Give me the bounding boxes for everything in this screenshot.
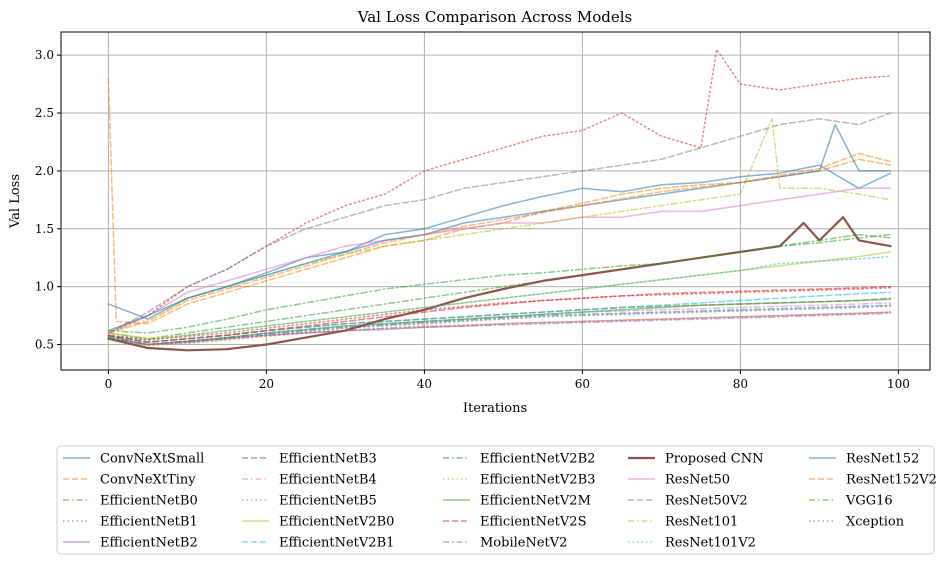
legend-items: ConvNeXtSmall ConvNeXtTiny EfficientNetB0 E… bbox=[63, 452, 937, 551]
legend-label-efficientnetv2b3: EfficientNetV2B3 bbox=[480, 473, 595, 488]
series-line-resnet50 bbox=[107, 187, 892, 334]
axis-ticks: 0 20 40 60 80 100 0.5 1.0 1.5 2.0 2.5 3.0 bbox=[35, 48, 910, 391]
series-line-efficientnetv2m bbox=[107, 298, 892, 346]
legend-label-efficientnetv2s: EfficientNetV2S bbox=[480, 515, 586, 530]
series-line-resnet152 bbox=[107, 123, 892, 332]
legend-label-proposed-cnn: Proposed CNN bbox=[665, 452, 763, 467]
y-tick-label: 1.0 bbox=[35, 280, 54, 294]
legend-label-resnet50: ResNet50 bbox=[665, 473, 730, 488]
series-line-resnet50v2 bbox=[107, 112, 892, 334]
legend-label-efficientnetv2b0: EfficientNetV2B0 bbox=[279, 515, 394, 530]
series-line-resnet152v2 bbox=[107, 152, 892, 334]
legend-label-efficientnetb4: EfficientNetB4 bbox=[279, 473, 377, 488]
series-line-efficientnetv2b3 bbox=[107, 311, 892, 347]
x-tick-label: 0 bbox=[105, 377, 113, 391]
y-axis-label: Val Loss bbox=[8, 174, 23, 229]
y-tick-label: 2.0 bbox=[35, 164, 54, 178]
y-tick-label: 3.0 bbox=[35, 48, 54, 62]
legend-label-efficientnetv2b2: EfficientNetV2B2 bbox=[480, 452, 595, 467]
legend-frame bbox=[56, 445, 935, 555]
y-tick-label: 2.5 bbox=[35, 106, 54, 120]
series-line-mobilenetv2 bbox=[107, 312, 892, 346]
y-tick-label: 1.5 bbox=[35, 222, 54, 236]
legend-label-efficientnetb0: EfficientNetB0 bbox=[100, 494, 198, 509]
plot-frame bbox=[60, 31, 931, 371]
legend-label-efficientnetb5: EfficientNetB5 bbox=[279, 494, 377, 509]
legend-label-efficientnetb3: EfficientNetB3 bbox=[279, 452, 377, 467]
series-line-vgg16 bbox=[107, 233, 892, 334]
legend-label-resnet101: ResNet101 bbox=[665, 515, 738, 530]
legend-label-efficientnetv2b1: EfficientNetV2B1 bbox=[279, 536, 394, 551]
x-tick-label: 100 bbox=[887, 377, 910, 391]
legend-label-efficientnetb1: EfficientNetB1 bbox=[100, 515, 198, 530]
legend: ConvNeXtSmall ConvNeXtTiny EfficientNetB0 E… bbox=[56, 445, 937, 555]
series-line-proposed-cnn bbox=[107, 216, 892, 352]
series-lines bbox=[107, 48, 892, 352]
y-tick-label: 0.5 bbox=[35, 338, 54, 352]
legend-label-resnet101v2: ResNet101V2 bbox=[665, 536, 756, 551]
legend-label-convnextsmall: ConvNeXtSmall bbox=[100, 452, 204, 467]
legend-label-resnet152v2: ResNet152V2 bbox=[846, 473, 937, 488]
series-line-xception bbox=[107, 287, 892, 341]
legend-label-efficientnetb2: EfficientNetB2 bbox=[100, 536, 198, 551]
series-line-efficientnetv2s bbox=[107, 285, 892, 343]
x-tick-label: 80 bbox=[733, 377, 748, 391]
x-axis-label: Iterations bbox=[463, 401, 527, 416]
legend-label-mobilenetv2: MobileNetV2 bbox=[480, 536, 567, 551]
series-line-resnet101v2 bbox=[107, 255, 892, 341]
legend-label-resnet50v2: ResNet50V2 bbox=[665, 494, 748, 509]
chart-title: Val Loss Comparison Across Models bbox=[357, 8, 632, 26]
legend-label-efficientnetv2m: EfficientNetV2M bbox=[480, 494, 591, 509]
legend-label-vgg16: VGG16 bbox=[845, 494, 893, 509]
legend-label-convnexttiny: ConvNeXtTiny bbox=[100, 473, 196, 488]
x-tick-label: 20 bbox=[259, 377, 274, 391]
legend-label-xception: Xception bbox=[846, 515, 905, 530]
x-tick-label: 60 bbox=[575, 377, 590, 391]
x-tick-label: 40 bbox=[417, 377, 432, 391]
legend-label-resnet152: ResNet152 bbox=[846, 452, 919, 467]
